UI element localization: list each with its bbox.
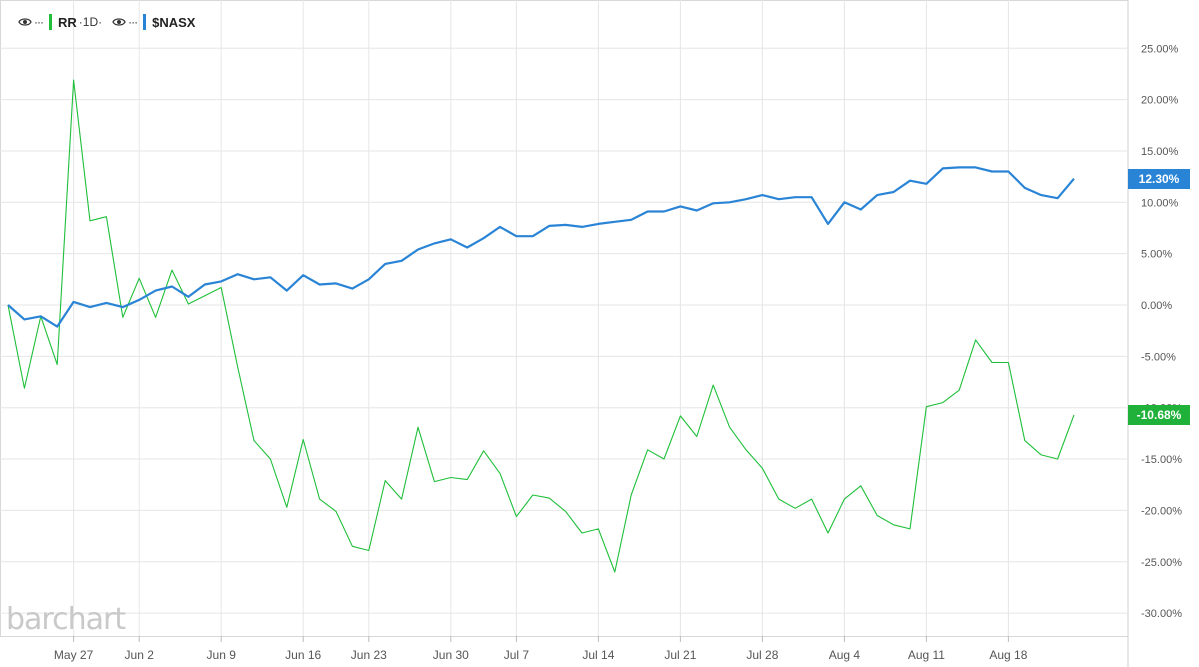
legend-symbol-nasx[interactable]: $NASX (152, 14, 196, 30)
x-tick-label: Jun 16 (285, 648, 321, 662)
x-tick-label: Jun 9 (207, 648, 237, 662)
series-options-button[interactable]: ··· (34, 15, 44, 29)
rr-color-swatch (49, 14, 52, 30)
x-tick-label: Aug 11 (908, 648, 945, 662)
x-tick-label: Jul 14 (582, 648, 614, 662)
x-tick-label: Aug 4 (829, 648, 861, 662)
x-tick-label: Jul 28 (746, 648, 778, 662)
legend-interval[interactable]: ·1D· (78, 15, 103, 29)
y-tick-label: -30.00% (1141, 608, 1182, 620)
y-tick-label: -25.00% (1141, 557, 1182, 569)
x-tick-label: Jul 21 (664, 648, 696, 662)
y-tick-label: 5.00% (1141, 249, 1172, 261)
chart-legend: ··· RR ·1D· ··· $NASX (18, 12, 197, 32)
x-tick-label: Jun 23 (351, 648, 387, 662)
eye-icon[interactable] (112, 15, 126, 29)
y-tick-label: 10.00% (1141, 197, 1179, 209)
y-tick-label: -5.00% (1141, 351, 1176, 363)
y-tick-label: -15.00% (1141, 454, 1182, 466)
x-tick-label: Jul 7 (504, 648, 530, 662)
x-tick-label: Jun 30 (433, 648, 469, 662)
y-tick-label: 25.00% (1141, 43, 1179, 55)
nasx-last-value-tag: 12.30% (1128, 168, 1190, 189)
chart-axes: 25.00% 20.00% 15.00% 10.00% 5.00% 0.00% -5.00%… (54, 43, 1182, 662)
y-tick-label: 20.00% (1141, 95, 1179, 107)
chart-series (7, 79, 1075, 573)
y-tick-label: -20.00% (1141, 505, 1182, 517)
y-tick-label: 15.00% (1141, 146, 1179, 158)
rr-last-value-tag: -10.68% (1128, 404, 1190, 425)
x-tick-label: Jun 2 (125, 648, 155, 662)
x-tick-label: Aug 18 (989, 648, 1027, 662)
legend-symbol-rr[interactable]: RR (58, 14, 77, 30)
nasx-color-swatch (143, 14, 147, 30)
x-tick-label: May 27 (54, 648, 94, 662)
nasx-series-line (7, 166, 1075, 328)
y-tick-label: 0.00% (1141, 300, 1172, 312)
chart-grid (0, 0, 1129, 667)
series-options-button[interactable]: ··· (128, 15, 138, 29)
barchart-watermark: barchart (6, 602, 126, 637)
plot-frame (0, 0, 1129, 637)
rr-series-line (7, 79, 1075, 573)
eye-icon[interactable] (18, 15, 32, 29)
